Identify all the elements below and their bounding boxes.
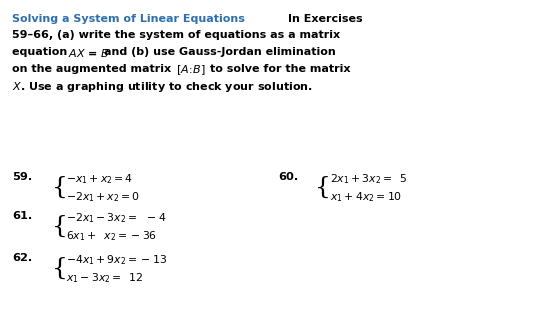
Text: $\mathbf{\mathit{AX}}$ = $\mathbf{\mathit{B}}$: $\mathbf{\mathit{AX}}$ = $\mathbf{\mathi… [68, 47, 110, 59]
Text: $-x_1 + x_2 = 4$: $-x_1 + x_2 = 4$ [66, 172, 133, 186]
Text: on the augmented matrix: on the augmented matrix [12, 63, 175, 74]
Text: 61.: 61. [12, 211, 32, 221]
Text: $\mathbf{\mathit{X}}$. Use a graphing utility to check your solution.: $\mathbf{\mathit{X}}$. Use a graphing ut… [12, 80, 313, 94]
Text: $6x_1 + \;\; x_2 = -36$: $6x_1 + \;\; x_2 = -36$ [66, 229, 157, 243]
Text: $x_1 + 4x_2 = 10$: $x_1 + 4x_2 = 10$ [330, 190, 402, 204]
Text: {: { [52, 215, 68, 238]
Text: {: { [52, 176, 68, 199]
Text: 59.: 59. [12, 172, 32, 182]
Text: {: { [52, 257, 68, 280]
Text: 59–66, (a) write the system of equations as a matrix: 59–66, (a) write the system of equations… [12, 30, 340, 41]
Text: 60.: 60. [278, 172, 298, 182]
Text: $-2x_1 + x_2 = 0$: $-2x_1 + x_2 = 0$ [66, 190, 140, 204]
Text: to solve for the matrix: to solve for the matrix [210, 63, 350, 74]
Text: $[A\!:\!B]$: $[A\!:\!B]$ [176, 63, 206, 77]
Text: equation: equation [12, 47, 71, 57]
Text: $2x_1 + 3x_2 = \;\; 5$: $2x_1 + 3x_2 = \;\; 5$ [330, 172, 408, 186]
Text: $x_1 - 3x_2 = \;\; 12$: $x_1 - 3x_2 = \;\; 12$ [66, 271, 144, 285]
Text: and (b) use Gauss-Jordan elimination: and (b) use Gauss-Jordan elimination [104, 47, 336, 57]
Text: In Exercises: In Exercises [288, 14, 363, 24]
Text: {: { [315, 176, 331, 199]
Text: $-4x_1 + 9x_2 = -13$: $-4x_1 + 9x_2 = -13$ [66, 253, 167, 267]
Text: Solving a System of Linear Equations: Solving a System of Linear Equations [12, 14, 245, 24]
Text: $-2x_1 - 3x_2 = \;\; -4$: $-2x_1 - 3x_2 = \;\; -4$ [66, 211, 166, 225]
Text: 62.: 62. [12, 253, 32, 263]
